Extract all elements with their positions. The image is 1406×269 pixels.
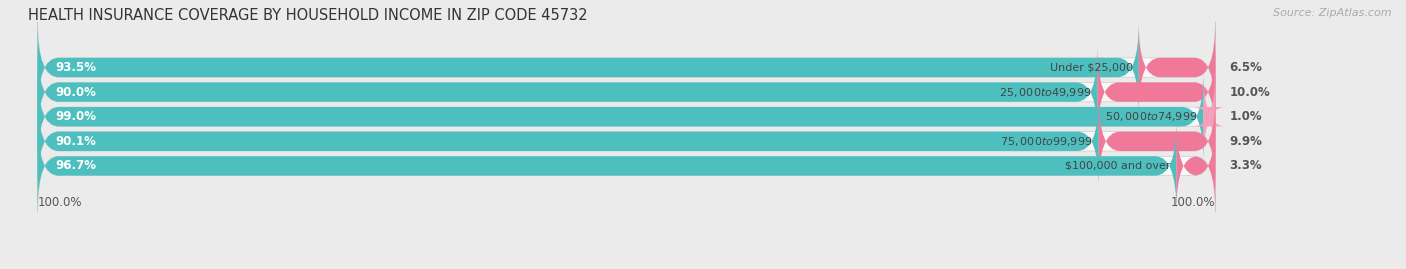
FancyBboxPatch shape — [38, 22, 1139, 113]
Text: 3.3%: 3.3% — [1229, 160, 1263, 172]
Text: $25,000 to $49,999: $25,000 to $49,999 — [1000, 86, 1091, 99]
FancyBboxPatch shape — [1098, 47, 1215, 138]
Text: 93.5%: 93.5% — [55, 61, 96, 74]
FancyBboxPatch shape — [38, 47, 1215, 138]
Text: 9.9%: 9.9% — [1229, 135, 1263, 148]
Text: 1.0%: 1.0% — [1229, 110, 1263, 123]
Text: $100,000 and over: $100,000 and over — [1064, 161, 1171, 171]
FancyBboxPatch shape — [38, 71, 1204, 162]
Text: HEALTH INSURANCE COVERAGE BY HOUSEHOLD INCOME IN ZIP CODE 45732: HEALTH INSURANCE COVERAGE BY HOUSEHOLD I… — [28, 8, 588, 23]
Text: Under $25,000: Under $25,000 — [1050, 62, 1133, 72]
Text: 100.0%: 100.0% — [38, 196, 82, 210]
FancyBboxPatch shape — [38, 96, 1215, 187]
FancyBboxPatch shape — [1139, 22, 1215, 113]
Text: 90.0%: 90.0% — [55, 86, 96, 99]
FancyBboxPatch shape — [38, 22, 1215, 113]
Text: Source: ZipAtlas.com: Source: ZipAtlas.com — [1274, 8, 1392, 18]
Text: 96.7%: 96.7% — [55, 160, 96, 172]
FancyBboxPatch shape — [38, 96, 1098, 187]
FancyBboxPatch shape — [38, 47, 1098, 138]
Text: $75,000 to $99,999: $75,000 to $99,999 — [1000, 135, 1092, 148]
Text: 10.0%: 10.0% — [1229, 86, 1270, 99]
Text: 6.5%: 6.5% — [1229, 61, 1263, 74]
FancyBboxPatch shape — [1177, 120, 1215, 212]
FancyBboxPatch shape — [38, 120, 1215, 212]
FancyBboxPatch shape — [38, 120, 1177, 212]
Text: 100.0%: 100.0% — [1171, 196, 1215, 210]
Text: 99.0%: 99.0% — [55, 110, 96, 123]
Text: 90.1%: 90.1% — [55, 135, 96, 148]
FancyBboxPatch shape — [1194, 71, 1225, 162]
FancyBboxPatch shape — [1098, 96, 1215, 187]
Text: $50,000 to $74,999: $50,000 to $74,999 — [1105, 110, 1198, 123]
FancyBboxPatch shape — [38, 71, 1215, 162]
